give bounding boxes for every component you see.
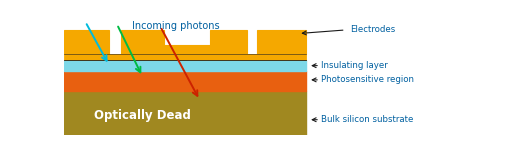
Bar — [121, 30, 164, 54]
Bar — [64, 30, 109, 54]
Bar — [164, 45, 210, 54]
Text: Photosensitive region: Photosensitive region — [321, 75, 414, 84]
Bar — [64, 54, 306, 60]
Text: Incoming photons: Incoming photons — [132, 21, 220, 31]
Bar — [64, 91, 306, 135]
Text: Electrodes: Electrodes — [350, 25, 395, 35]
Bar — [64, 60, 306, 71]
Text: Optically Dead: Optically Dead — [94, 109, 191, 122]
Bar — [64, 71, 306, 91]
Text: Insulating layer: Insulating layer — [321, 61, 387, 70]
Text: Bulk silicon substrate: Bulk silicon substrate — [321, 115, 413, 124]
Bar — [257, 30, 306, 54]
Bar — [210, 30, 247, 54]
